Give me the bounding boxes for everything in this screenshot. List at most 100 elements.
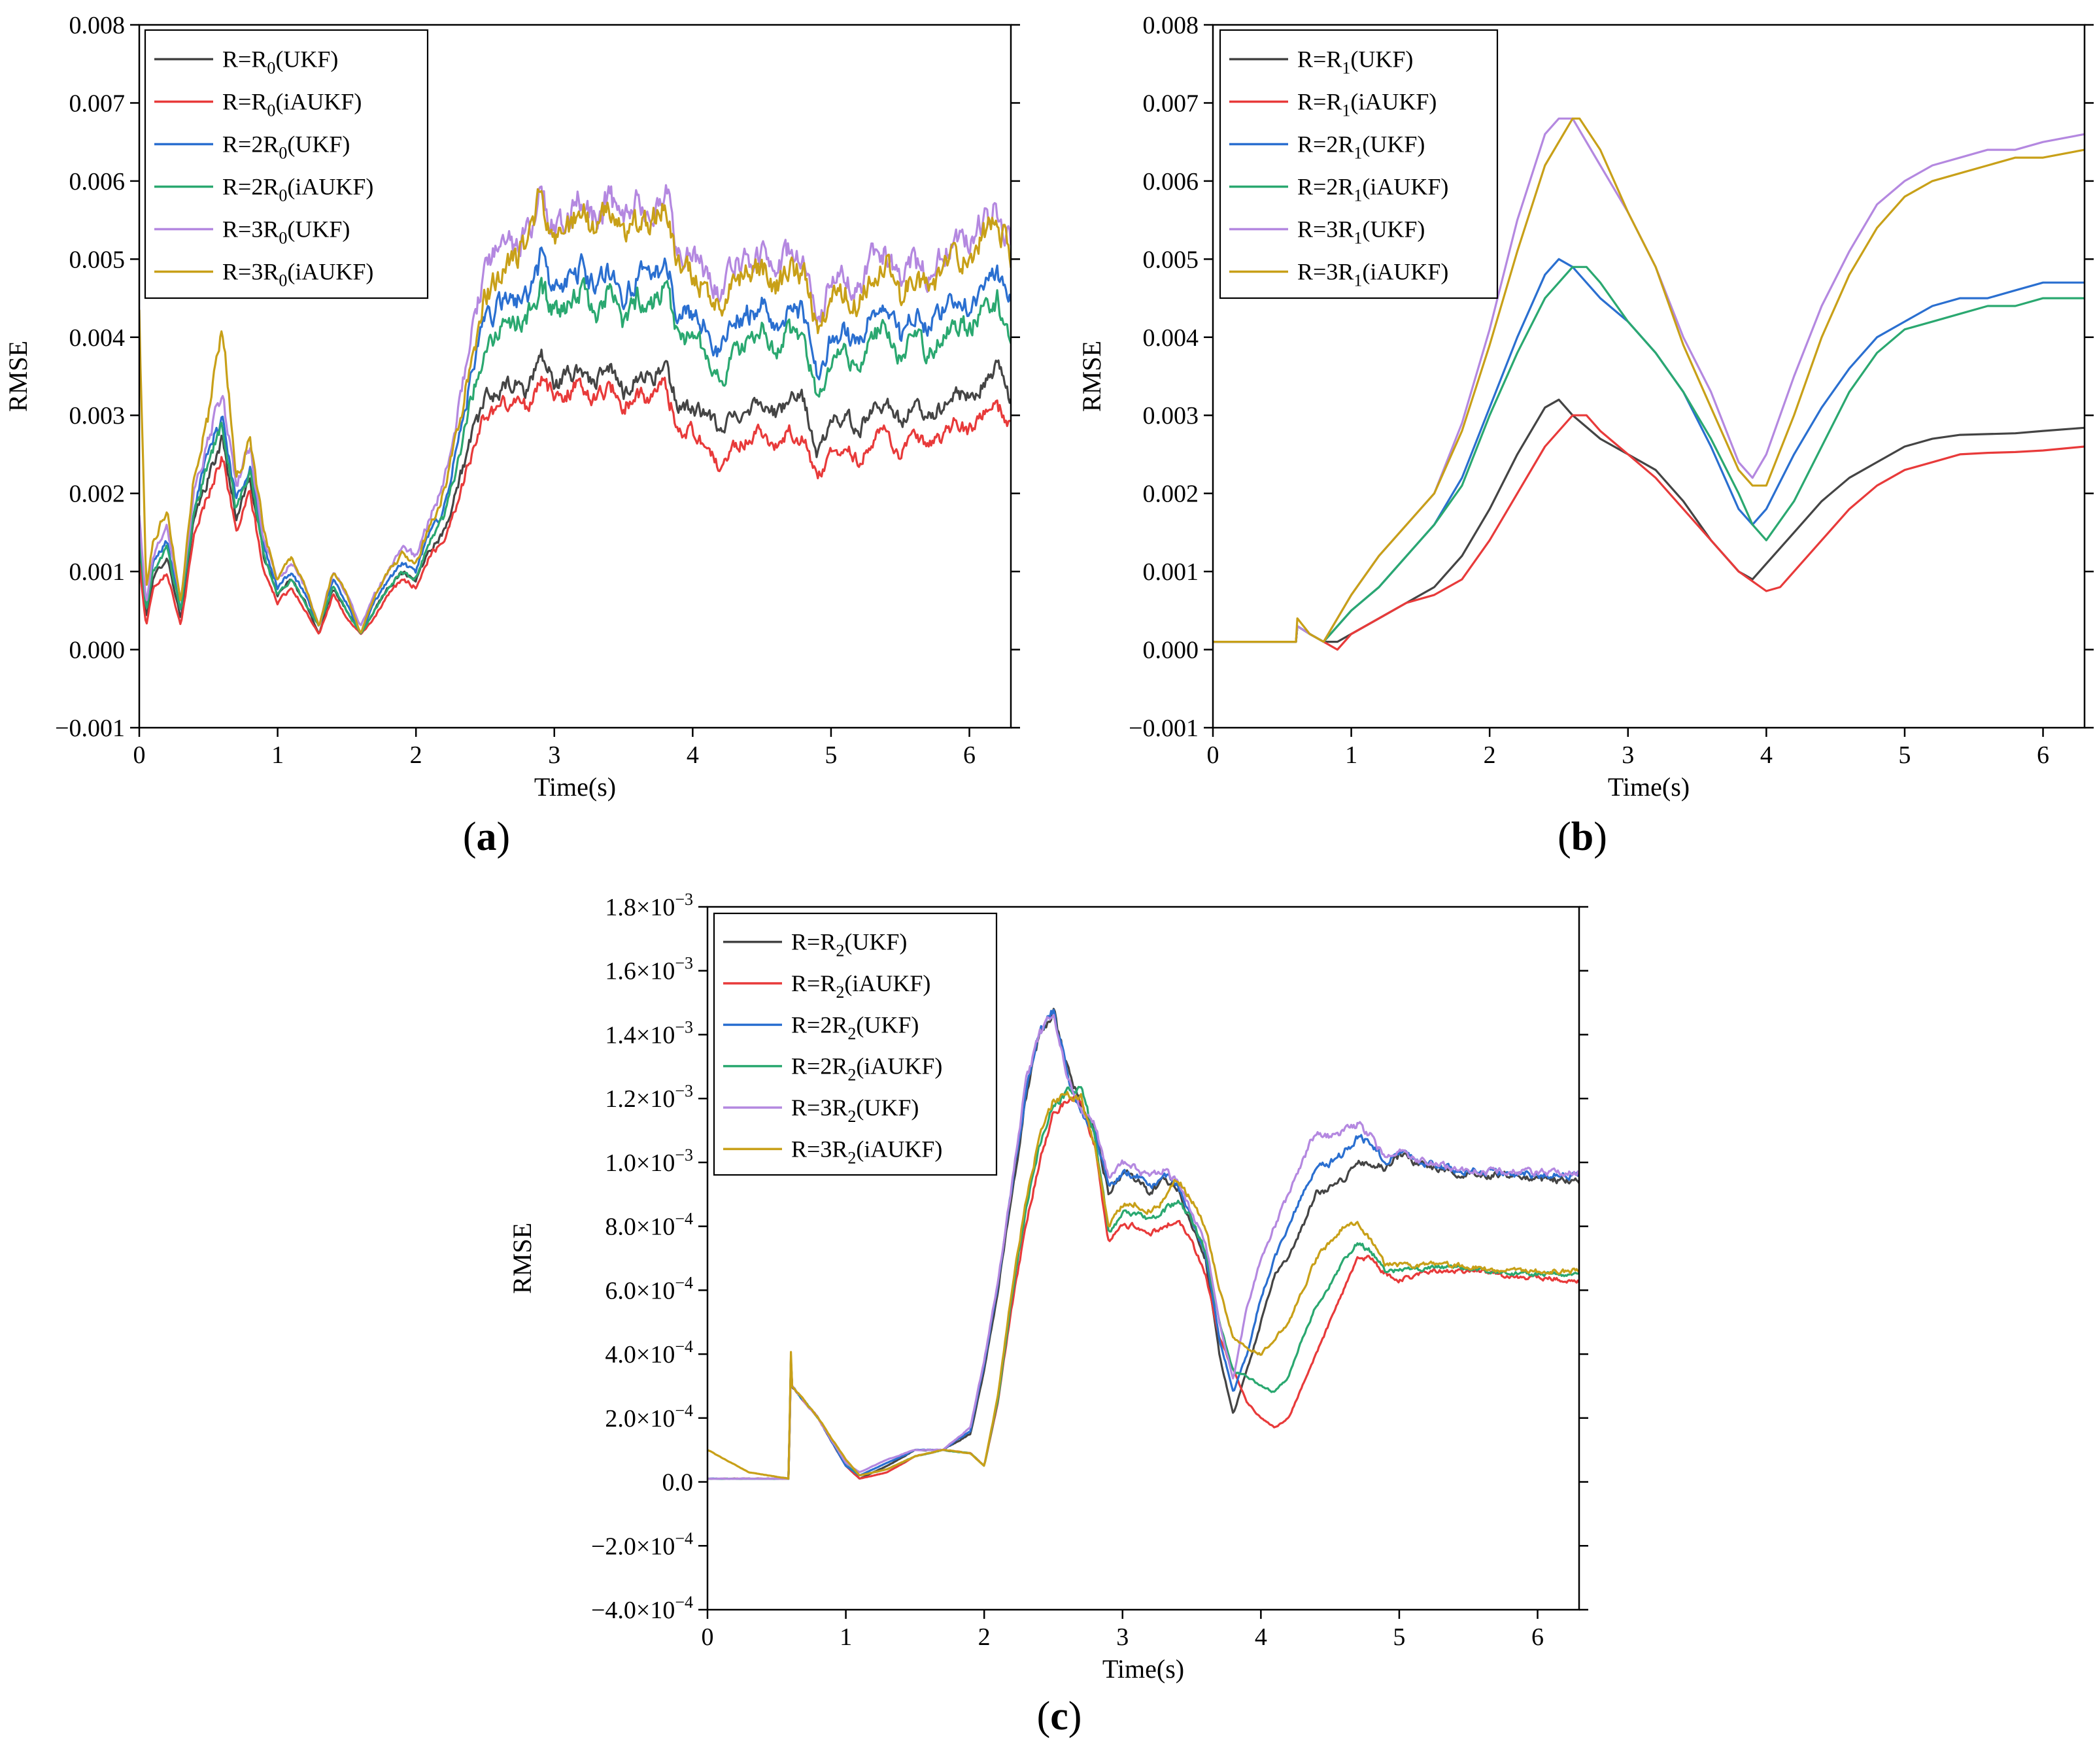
y-axis-title: RMSE: [3, 341, 33, 412]
x-axis-title: Time(s): [1102, 1654, 1184, 1684]
y-tick-label: 0.001: [69, 558, 126, 586]
y-tick-label: 0.0: [662, 1469, 694, 1497]
series-line-5: [139, 184, 1011, 626]
x-tick-label: 3: [1622, 741, 1634, 769]
series-line-4: [139, 277, 1011, 635]
y-tick-label: 1.8×10−3: [605, 890, 693, 921]
y-tick-label: 0.005: [1143, 246, 1199, 273]
y-tick-label: 0.003: [1143, 402, 1199, 430]
y-tick-label: 0.004: [1143, 324, 1199, 352]
legend-entry-4: R=2R2(iAUKF): [791, 1053, 942, 1085]
legend-entry-2: R=R0(iAUKF): [222, 89, 362, 120]
panel-label: (b): [1558, 815, 1607, 859]
legend-entry-2: R=R1(iAUKF): [1297, 89, 1437, 120]
y-tick-label: 0.006: [1143, 168, 1199, 195]
y-tick-label: 0.000: [69, 637, 126, 664]
y-tick-label: 0.002: [1143, 481, 1199, 508]
legend: R=R0(UKF) R=R0(iAUKF) R=2R0(UKF) R=2R0(iAUK…: [144, 29, 429, 299]
y-tick-label: 6.0×10−4: [605, 1273, 693, 1304]
y-tick-label: 0.007: [69, 90, 126, 117]
legend-entry-3: R=2R0(UKF): [222, 131, 350, 163]
x-tick-label: 5: [1898, 741, 1911, 769]
legend-entry-1: R=R0(UKF): [222, 46, 338, 78]
x-tick-label: 2: [410, 741, 422, 769]
y-tick-label: 0.003: [69, 402, 126, 430]
panel-label: (c): [1037, 1694, 1082, 1739]
x-tick-label: 4: [687, 741, 699, 769]
legend-entry-5: R=3R1(UKF): [1297, 216, 1425, 248]
legend-entry-2: R=R2(iAUKF): [791, 970, 930, 1002]
x-tick-label: 3: [548, 741, 560, 769]
series-group: [1213, 117, 2085, 651]
legend-entry-6: R=3R0(iAUKF): [222, 259, 373, 290]
y-tick-label: 1.4×10−3: [605, 1017, 693, 1049]
series-line-6: [139, 188, 1011, 634]
y-axis-title: RMSE: [1077, 341, 1106, 412]
legend-box: [1219, 29, 1499, 299]
series-line-6: [1213, 117, 2085, 643]
y-tick-label: 0.002: [69, 481, 126, 508]
x-tick-label: 0: [133, 741, 146, 769]
legend-entry-3: R=2R1(UKF): [1297, 131, 1425, 163]
series-line-4: [1213, 265, 2085, 643]
plot-frame: [138, 24, 1012, 729]
y-tick-label: 2.0×10−4: [605, 1401, 693, 1433]
legend: R=R2(UKF) R=R2(iAUKF) R=2R2(UKF) R=2R2(iAUK…: [713, 912, 998, 1176]
x-tick-label: 1: [840, 1623, 852, 1651]
series-group: [139, 184, 1011, 636]
x-tick-label: 2: [978, 1623, 991, 1651]
y-tick-label: 0.000: [1143, 637, 1199, 664]
x-tick-label: 6: [963, 741, 976, 769]
y-tick-label: −0.001: [55, 715, 125, 742]
series-line-2: [707, 1096, 1579, 1480]
legend-box: [713, 912, 998, 1176]
x-tick-label: 5: [1393, 1623, 1405, 1651]
series-line-1: [1213, 398, 2085, 643]
legend-entry-5: R=3R0(UKF): [222, 216, 350, 248]
chart-panel-a: 0 1 2 3 4 5 6 −0.001 0.000 0.001 0.002 0.003 0.004 0.…: [3, 12, 1020, 859]
y-tick-label: 0.001: [1143, 558, 1199, 586]
y-tick-label: 0.007: [1143, 90, 1199, 117]
x-axis-title: Time(s): [534, 772, 616, 802]
x-tick-label: 6: [1531, 1623, 1544, 1651]
y-tick-label: 1.2×10−3: [605, 1081, 693, 1113]
chart-panel-b: 0 1 2 3 4 5 6 −0.001 0.000 0.001 0.002 0.003 0.004 0.…: [1077, 12, 2094, 859]
y-tick-label: 0.008: [1143, 12, 1199, 39]
legend-entry-5: R=3R2(UKF): [791, 1094, 919, 1126]
legend-box: [144, 29, 429, 299]
y-tick-label: −2.0×10−4: [591, 1529, 693, 1560]
legend: R=R1(UKF) R=R1(iAUKF) R=2R1(UKF) R=2R1(iAUK…: [1219, 29, 1499, 299]
y-tick-label: 8.0×10−4: [605, 1210, 693, 1241]
plot-frame: [706, 906, 1580, 1611]
plot-frame: [1212, 24, 2086, 729]
y-tick-label: −0.001: [1129, 715, 1199, 742]
y-tick-label: 1.0×10−3: [605, 1145, 693, 1177]
x-tick-label: 3: [1116, 1623, 1129, 1651]
x-tick-label: 6: [2037, 741, 2049, 769]
series-group: [707, 1008, 1579, 1480]
series-line-2: [139, 375, 1011, 636]
x-tick-label: 2: [1484, 741, 1496, 769]
legend-entry-3: R=2R2(UKF): [791, 1011, 919, 1043]
legend-entry-1: R=R1(UKF): [1297, 46, 1413, 78]
series-line-3: [139, 246, 1011, 635]
x-axis-title: Time(s): [1608, 772, 1690, 802]
series-line-2: [1213, 414, 2085, 651]
legend-entry-4: R=2R0(iAUKF): [222, 174, 373, 205]
y-tick-label: 0.006: [69, 168, 126, 195]
y-tick-label: 4.0×10−4: [605, 1337, 693, 1368]
x-tick-label: 4: [1255, 1623, 1267, 1651]
x-tick-label: 1: [271, 741, 284, 769]
y-axis-title: RMSE: [507, 1223, 537, 1294]
legend-entry-6: R=3R2(iAUKF): [791, 1136, 942, 1167]
x-tick-label: 0: [702, 1623, 714, 1651]
series-line-6: [707, 1091, 1579, 1480]
x-tick-label: 5: [825, 741, 837, 769]
x-tick-label: 0: [1207, 741, 1219, 769]
legend-entry-1: R=R2(UKF): [791, 929, 907, 960]
y-tick-label: −4.0×10−4: [591, 1593, 693, 1624]
x-tick-label: 1: [1345, 741, 1357, 769]
y-tick-label: 1.6×10−3: [605, 954, 693, 985]
y-tick-label: 0.005: [69, 246, 126, 273]
